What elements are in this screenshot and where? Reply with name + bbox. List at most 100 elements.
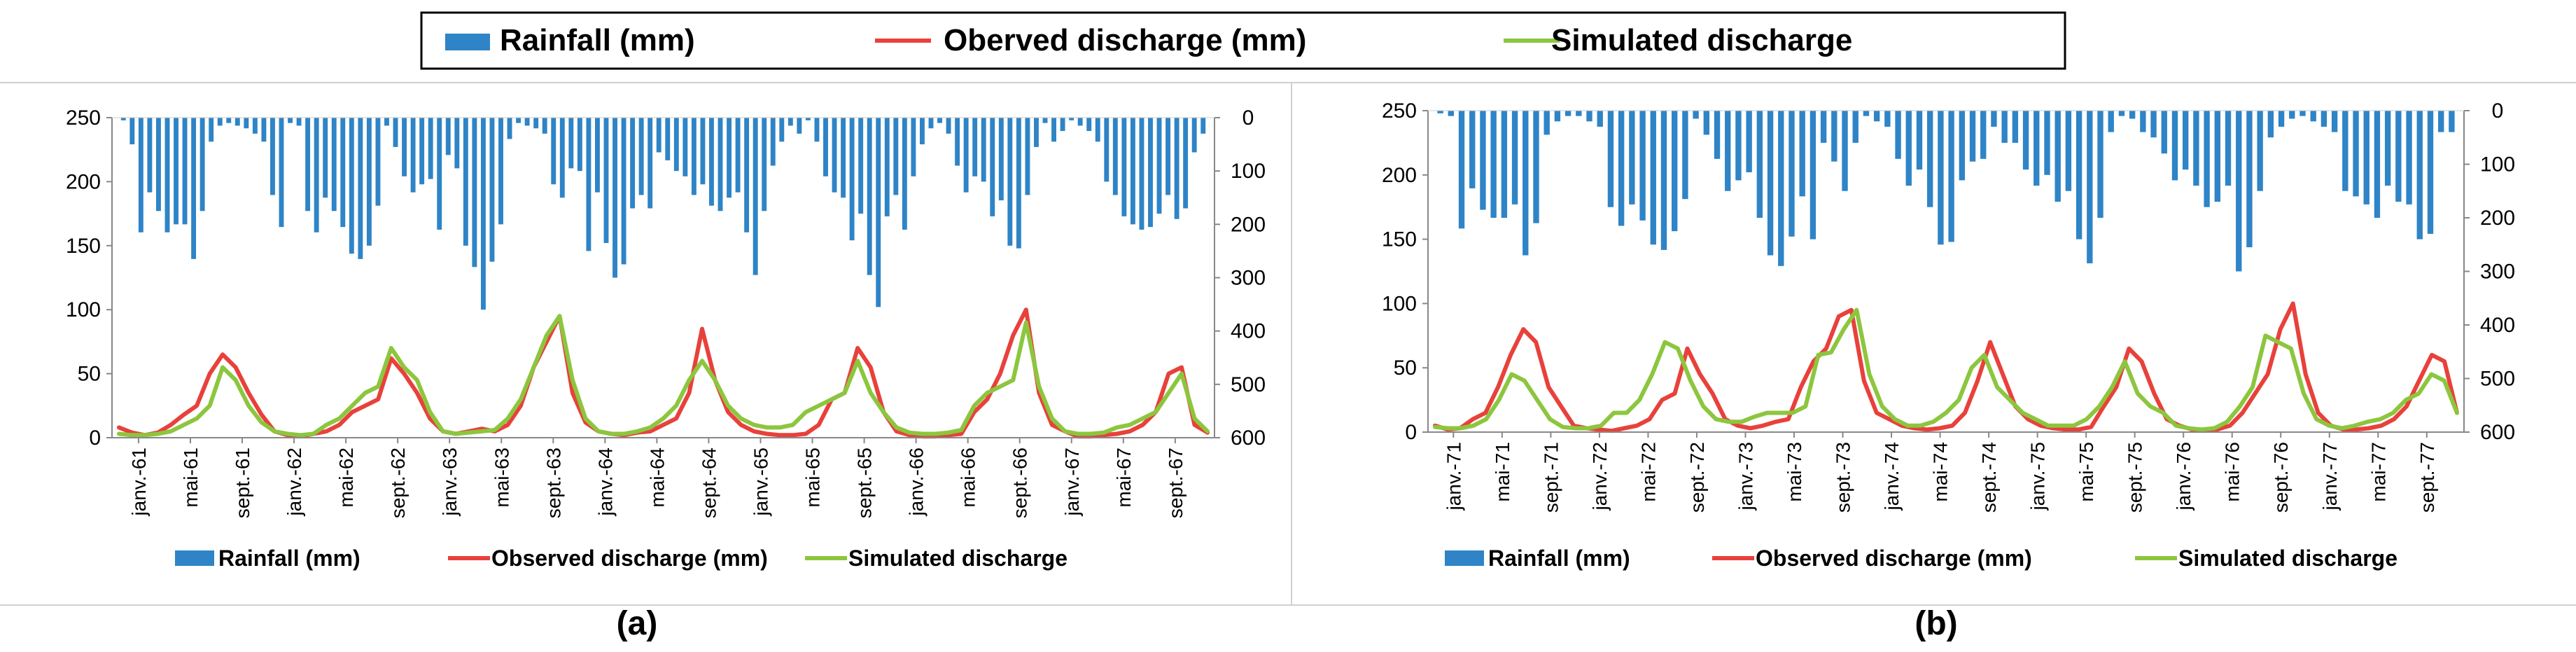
panel-a-right-tick-label: 300 bbox=[1231, 267, 1266, 290]
panel-b-rainfall-bar bbox=[1597, 111, 1603, 127]
panel-a-rainfall-bar bbox=[1166, 118, 1171, 195]
panel-b-rainfall-bar bbox=[1980, 111, 1987, 159]
panel-a-legend: Rainfall (mm) Observed discharge (mm) Si… bbox=[175, 546, 1068, 571]
panel-a-rainfall-bar bbox=[402, 118, 407, 176]
panel-b-rainfall-bar bbox=[2161, 111, 2167, 154]
panel-a-rainfall-bar bbox=[946, 118, 951, 134]
panel-a-rainfall-bar bbox=[209, 118, 214, 142]
panel-b-rainfall-bar bbox=[1873, 111, 1880, 122]
panel-b-rainfall-bar bbox=[2416, 111, 2423, 240]
panel-a-left-tick-label: 0 bbox=[89, 426, 101, 450]
panel-b-left-tick-label: 0 bbox=[1405, 421, 1417, 444]
panel-b-rainfall-bar bbox=[1884, 111, 1891, 127]
panel-a-x-tick-label: janv.-66 bbox=[906, 448, 927, 517]
panel-b-x-tick-label: mai-73 bbox=[1784, 442, 1805, 502]
panel-a-rainfall-bar bbox=[665, 118, 671, 160]
panel-a-rainfall-bar bbox=[779, 118, 785, 142]
panel-a-left-tick-label: 200 bbox=[66, 170, 101, 193]
panel-a-rainfall-bar bbox=[542, 118, 547, 134]
panel-a-rainfall-bar bbox=[928, 118, 934, 129]
panel-b-rainfall-bar bbox=[2171, 111, 2178, 181]
panel-a-x-tick-label: mai-67 bbox=[1113, 448, 1135, 508]
panel-a-rainfall-bar bbox=[727, 118, 732, 198]
panel-a-rainfall-bar bbox=[1148, 118, 1153, 228]
panel-a-rainfall-bar bbox=[305, 118, 311, 211]
panel-a-rainfall-bar bbox=[1191, 118, 1197, 153]
panel-a-rainfall-bar bbox=[893, 118, 899, 195]
panel-a-rainfall-bar bbox=[849, 118, 855, 241]
panel-b-x-tick-label: sept.-74 bbox=[1978, 442, 2000, 513]
panel-a-rainfall-bar bbox=[155, 118, 161, 211]
top-legend-frame bbox=[420, 11, 2066, 70]
panel-b-rainfall-bar bbox=[1714, 111, 1721, 159]
panel-a-rainfall-bar bbox=[147, 118, 153, 193]
panel-a-x-tick-label: sept.-67 bbox=[1165, 448, 1186, 518]
panel-a-rainfall-bar bbox=[384, 118, 389, 126]
panel-b-rainfall-bar bbox=[2108, 111, 2114, 132]
panel-b-rainfall-bar bbox=[2267, 111, 2274, 138]
panel-b-rainfall-bar bbox=[1618, 111, 1625, 226]
panel-b-rainfall-bar bbox=[2001, 111, 2008, 143]
panel-a-rainfall-bar bbox=[164, 118, 170, 233]
panel-b-right-tick-label: 500 bbox=[2480, 368, 2515, 391]
panel-a-rainfall-bar bbox=[323, 118, 328, 198]
panel-a-rainfall-bar bbox=[867, 118, 872, 275]
panel-a-right-axis-ticks: 0 100 200 300 400 500 600 bbox=[1214, 106, 1266, 450]
panel-b-rainfall-bar bbox=[2246, 111, 2253, 248]
panel-b-rainfall-bar bbox=[1469, 111, 1476, 188]
panel-a-rainfall-bar bbox=[349, 118, 354, 254]
panel-b-rainfall-bar bbox=[2225, 111, 2232, 186]
panel-a-rainfall-bar bbox=[814, 118, 820, 142]
panel-a-rainfall-bar bbox=[498, 118, 503, 225]
panel-b-x-axis-ticks: janv.-71 mai-71 sept.-71 janv.-72 mai-72 sept… bbox=[1443, 432, 2438, 513]
panel-b-rainfall-bar bbox=[1842, 111, 1848, 191]
panel-b-left-tick-label: 250 bbox=[1382, 99, 1417, 123]
panel-b-rainfall-bar bbox=[2193, 111, 2199, 186]
panel-a-rainfall-bar bbox=[981, 118, 986, 182]
panel-a-legend-simulated-label: Simulated discharge bbox=[848, 546, 1068, 571]
panel-a-rainfall-bar bbox=[612, 118, 617, 278]
panel-b-rainfall-bar bbox=[1607, 111, 1614, 207]
panel-b-x-tick-label: janv.-73 bbox=[1735, 442, 1756, 511]
panel-b-x-tick-label: sept.-73 bbox=[1833, 442, 1854, 513]
panel-b-rainfall-bar bbox=[2374, 111, 2381, 218]
panel-a-x-tick-label: janv.-63 bbox=[439, 448, 461, 517]
panel-a-rainfall-bar bbox=[1183, 118, 1189, 209]
panel-a-rainfall-bar bbox=[1200, 118, 1206, 134]
panel-a-left-tick-label: 50 bbox=[78, 363, 101, 386]
panel-b-rainfall-bar bbox=[2300, 111, 2306, 116]
panel-b-rainfall-bar bbox=[1863, 111, 1870, 116]
panel-b-rainfall-bar bbox=[1490, 111, 1497, 218]
panel-b-x-tick-label: mai-71 bbox=[1492, 442, 1513, 502]
panel-a-rainfall-bar bbox=[638, 118, 644, 195]
panel-b-rainfall-bar bbox=[2438, 111, 2444, 132]
panel-b-x-tick-label: janv.-71 bbox=[1443, 442, 1464, 511]
panel-a-rainfall-bar bbox=[507, 118, 512, 139]
panel-a-rainfall-bar bbox=[489, 118, 495, 262]
panel-b-rainfall-bar bbox=[2087, 111, 2093, 264]
panel-b-rainfall-bar bbox=[1746, 111, 1752, 172]
panel-a-legend-rainfall-swatch bbox=[175, 550, 214, 566]
panel-b-left-tick-label: 100 bbox=[1382, 292, 1417, 315]
panel-b-rainfall-bar bbox=[1629, 111, 1635, 204]
panel-a-rainfall-bar bbox=[744, 118, 750, 233]
panel-a-rainfall-bar bbox=[524, 118, 530, 126]
panel-b-rainfall-bar bbox=[2214, 111, 2220, 202]
chart-panel-a: 0 50 100 150 200 250 0 100 200 300 400 500 600 janv… bbox=[66, 106, 1266, 642]
panel-b-rainfall-bar bbox=[2065, 111, 2072, 191]
panel-b-rainfall-bar bbox=[2204, 111, 2210, 207]
panel-b-right-tick-label: 600 bbox=[2480, 421, 2515, 444]
panel-b-rainfall-bar bbox=[2449, 111, 2455, 132]
panel-b-rainfall-bar bbox=[1650, 111, 1656, 245]
panel-b-rainfall-bar bbox=[1448, 111, 1454, 116]
panel-a-rainfall-bar bbox=[120, 118, 126, 120]
panel-a-rainfall-bar bbox=[673, 118, 679, 172]
panel-a-rainfall-bar bbox=[691, 118, 696, 195]
panel-b-rainfall-bar bbox=[2150, 111, 2157, 138]
panel-a-rainfall-bar bbox=[428, 118, 433, 179]
panel-b-x-tick-label: sept.-77 bbox=[2416, 442, 2438, 513]
panel-a-rainfall-bar bbox=[919, 118, 925, 145]
panel-b-left-tick-label: 50 bbox=[1394, 356, 1417, 380]
panel-a-rainfall-bar bbox=[937, 118, 942, 123]
panel-b-rainfall-bar bbox=[2363, 111, 2370, 204]
